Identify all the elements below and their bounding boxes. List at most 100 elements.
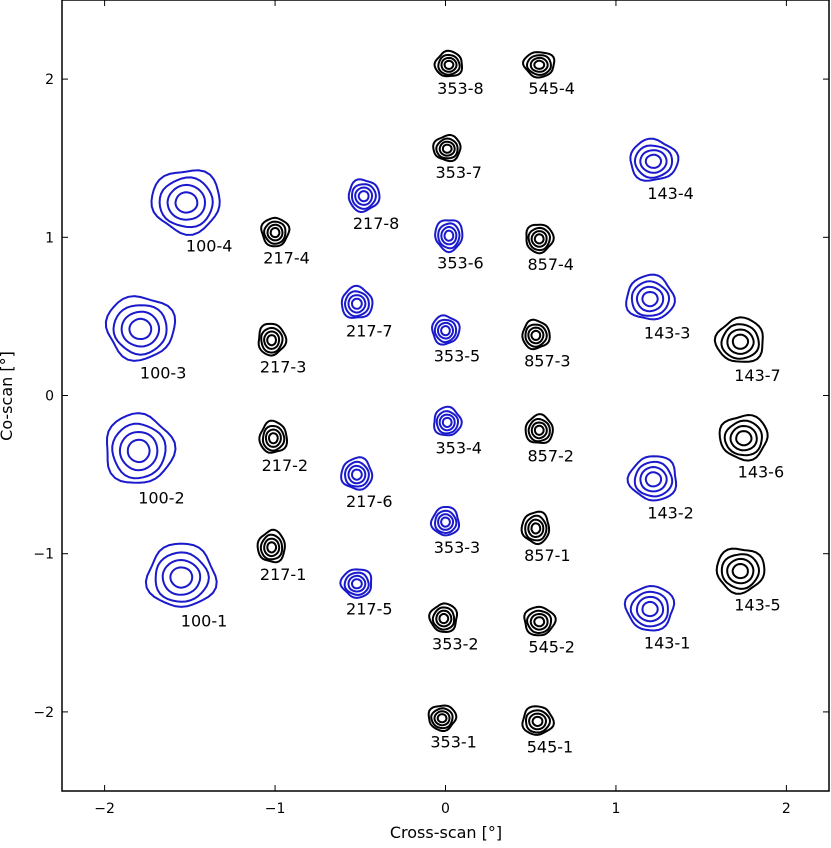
contour-level [713,316,764,363]
contour-level [347,294,367,314]
contour-level [635,285,665,313]
contour-level [633,460,674,498]
detector-label: 857-4 [527,255,574,274]
beam-contour-143-2 [626,455,678,502]
detector-label: 857-1 [524,546,571,565]
contour-level [128,317,153,340]
detector-label: 545-1 [527,737,574,756]
beam-contour-143-1 [623,584,676,632]
contour-level [531,715,544,728]
contour-level [263,220,287,245]
contour-level [530,230,548,248]
beam-contour-857-3 [521,318,551,351]
y-tick-label: 2 [45,72,54,88]
contour-level [726,328,755,355]
detector-label: 217-6 [346,492,393,511]
detector-label: 143-4 [647,184,694,203]
contour-level [527,326,545,345]
contour-level [161,558,202,596]
x-tick-label: −1 [265,801,286,817]
contour-level [729,424,758,452]
contour-level [626,455,678,502]
x-tick-label: 2 [782,801,791,817]
contour-level [437,513,455,531]
detector-label: 143-2 [647,504,694,523]
contour-level [340,284,374,319]
beam-contour-217-7 [340,284,374,319]
contour-level [263,537,281,558]
beam-contour-353-4 [433,405,463,437]
contour-level [731,333,750,350]
contour-level [432,133,462,163]
contour-level [350,183,377,210]
contour-level [440,516,451,528]
contour-level [264,428,282,448]
contour-level [438,413,456,432]
x-tick-label: −2 [94,801,115,817]
detector-label: 143-6 [738,462,785,481]
contour-level [440,225,458,246]
detector-label: 545-4 [528,79,575,98]
contour-level [433,710,451,727]
beam-contour-353-3 [429,506,460,537]
contour-level [429,506,460,537]
detector-label: 353-2 [432,635,479,654]
beam-contour-100-3 [104,295,177,362]
contour-level [158,176,214,229]
contour-level [354,186,374,206]
contour-level [629,590,669,628]
beam-contour-217-8 [347,178,381,214]
contour-level [350,468,363,481]
contour-level [126,438,151,464]
contour-level [720,323,760,360]
detector-label: 857-3 [524,351,571,370]
detector-label: 100-2 [138,488,185,507]
contour-level [630,280,671,317]
beam-contour-217-6 [340,456,374,491]
contour-level [441,416,453,429]
contour-level [111,422,167,480]
x-axis-label: Cross-scan [°] [390,823,502,842]
contour-level [343,460,370,488]
contour-level [118,430,159,472]
contour-level [527,226,552,252]
x-tick-label: 1 [611,801,620,817]
contour-level [261,425,286,452]
contour-level [260,216,291,248]
contour-level [525,223,555,255]
detector-label: 353-5 [434,347,481,366]
detector-label: 217-8 [353,214,400,233]
contour-level [524,323,548,348]
beam-contour-217-3 [257,322,288,357]
beam-contour-545-2 [523,605,557,637]
contour-level [723,419,763,457]
beam-contour-353-6 [434,219,464,254]
contour-level [340,456,374,491]
detector-label: 217-3 [260,358,307,377]
contour-level [527,418,551,443]
contour-level [428,602,458,634]
beam-contour-857-1 [520,510,551,546]
beam-contour-143-4 [629,137,680,182]
contour-level [347,464,367,485]
detector-label: 545-2 [528,638,575,657]
detector-label: 100-3 [140,363,187,382]
detector-label: 143-3 [644,323,691,342]
contour-level [629,137,680,182]
contour-level [120,310,161,348]
contour-level [529,612,549,631]
contour-level [430,707,454,730]
detector-label: 353-3 [434,538,481,557]
detector-label: 353-1 [430,733,477,752]
contour-level [351,578,363,590]
beam-contour-545-4 [522,51,556,79]
y-tick-label: 1 [45,230,54,246]
contour-level [269,227,281,239]
beam-contour-217-4 [260,216,291,248]
beam-contour-100-1 [144,542,218,608]
beam-contour-143-6 [718,413,769,462]
contour-level [430,314,461,346]
contour-level [144,542,218,608]
detector-label: 353-4 [435,438,482,457]
detector-label: 353-8 [437,79,484,98]
